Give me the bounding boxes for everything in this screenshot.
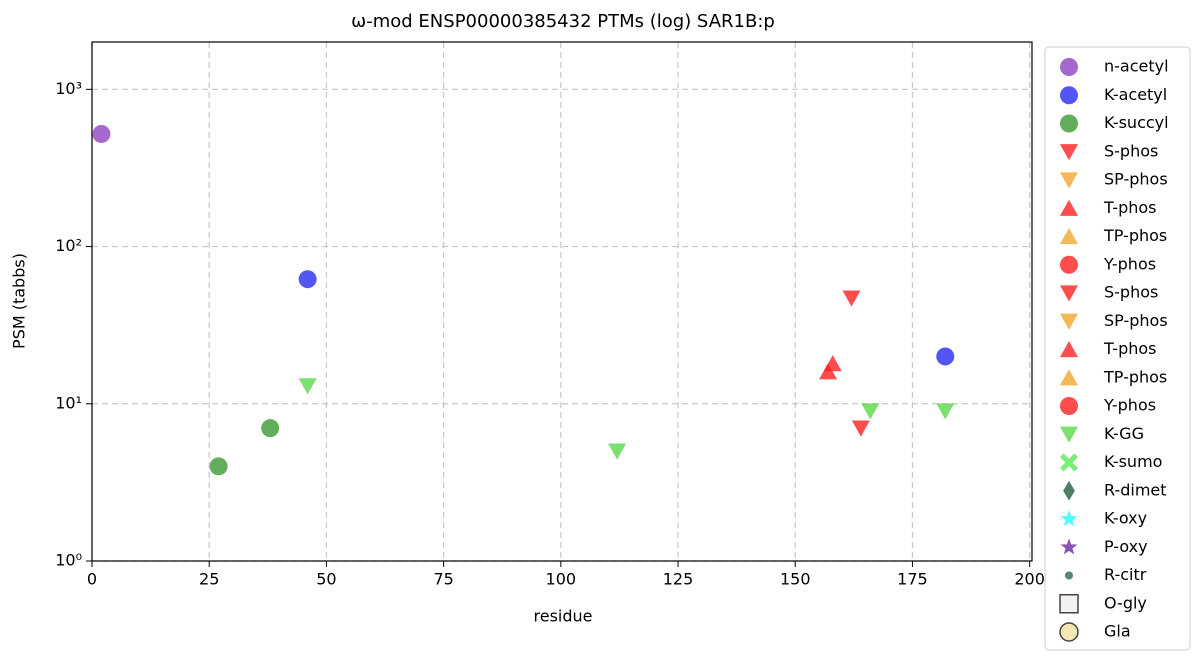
x-tick-label: 25 (199, 570, 219, 589)
data-point (261, 419, 280, 438)
legend-label: K-GG (1104, 424, 1144, 443)
legend-label: T-phos (1103, 198, 1157, 217)
data-point (936, 403, 955, 420)
legend-marker (1060, 86, 1078, 105)
legend-marker (1060, 510, 1078, 527)
legend-label: P-oxy (1104, 537, 1148, 556)
data-point (298, 270, 317, 289)
legend-marker (1060, 199, 1078, 216)
y-tick-label: 10⁰ (55, 551, 82, 570)
legend-label: T-phos (1103, 339, 1157, 358)
x-tick-label: 175 (897, 570, 928, 589)
legend-label: SP-phos (1104, 170, 1168, 189)
legend-marker (1060, 58, 1078, 76)
x-tick-label: 125 (663, 570, 694, 589)
legend-label: K-succyl (1104, 113, 1169, 132)
legend-marker (1060, 397, 1078, 415)
x-tick-label: 75 (433, 570, 453, 589)
legend-marker (1060, 369, 1078, 386)
data-point (861, 403, 880, 420)
y-tick-label: 10² (55, 236, 82, 255)
legend-label: TP-phos (1103, 367, 1167, 386)
legend-marker (1060, 227, 1078, 245)
legend-label: n-acetyl (1104, 57, 1169, 76)
data-point (92, 124, 111, 143)
data-point (823, 355, 842, 372)
x-axis-label: residue (534, 607, 593, 626)
legend-marker (1060, 313, 1078, 330)
legend-marker (1060, 255, 1078, 274)
chart-title: ω-mod ENSP00000385432 PTMs (log) SAR1B:p (351, 11, 775, 32)
legend-label: O-gly (1104, 593, 1147, 612)
y-axis-label: PSM (tabbs) (10, 253, 29, 349)
legend-marker (1060, 426, 1078, 443)
legend-label: R-citr (1104, 565, 1147, 584)
legend-label: R-dimet (1104, 480, 1167, 499)
legend-label: K-oxy (1104, 509, 1147, 528)
legend-label: K-sumo (1104, 452, 1162, 471)
x-tick-label: 200 (1014, 570, 1045, 589)
legend-marker (1060, 453, 1078, 472)
x-tick-label: 150 (780, 570, 811, 589)
data-point (298, 378, 317, 395)
legend-label: Y-phos (1103, 254, 1156, 273)
plot-frame (91, 41, 1033, 562)
legend-label: S-phos (1104, 141, 1158, 160)
x-tick-label: 0 (87, 570, 97, 589)
data-point (842, 290, 861, 307)
legend-marker (1060, 144, 1078, 161)
legend-label: SP-phos (1104, 311, 1168, 330)
legend-label: TP-phos (1103, 226, 1167, 245)
data-point (608, 443, 627, 460)
legend-label: S-phos (1104, 283, 1158, 302)
y-tick-label: 10¹ (55, 393, 82, 412)
legend-box (1044, 46, 1191, 651)
legend-marker (1060, 285, 1078, 302)
legend-marker (1059, 622, 1079, 642)
x-tick-label: 100 (546, 570, 577, 589)
legend-marker (1060, 340, 1078, 358)
data-point (209, 457, 228, 476)
legend-label: Y-phos (1103, 396, 1156, 415)
legend-marker (1060, 538, 1078, 555)
legend-marker (1060, 172, 1078, 189)
legend-marker (1059, 594, 1079, 614)
legend-marker (1063, 480, 1075, 501)
x-tick-label: 50 (316, 570, 336, 589)
y-tick-label: 10³ (55, 79, 82, 98)
legend-marker (1064, 571, 1074, 580)
data-point (936, 347, 955, 366)
legend-label: K-acetyl (1104, 85, 1167, 104)
data-point (851, 420, 870, 437)
legend-marker (1060, 114, 1078, 133)
legend-label: Gla (1104, 622, 1131, 641)
